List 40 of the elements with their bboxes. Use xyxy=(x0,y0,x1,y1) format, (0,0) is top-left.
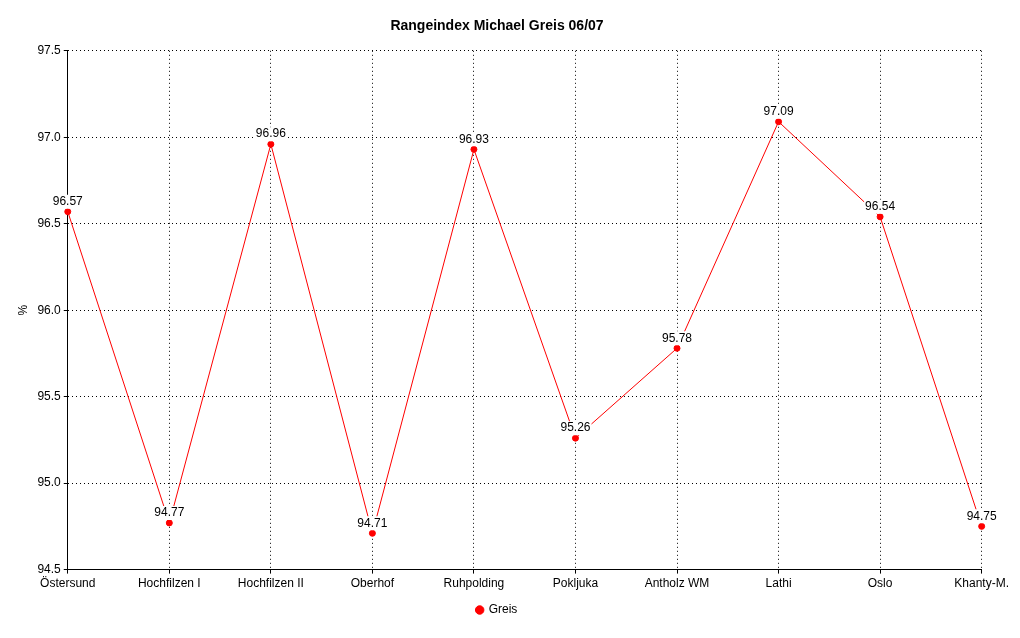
data-label: 94.75 xyxy=(966,508,997,523)
point xyxy=(673,344,681,352)
data-label: 96.96 xyxy=(255,126,287,141)
data-label: 97.09 xyxy=(763,104,794,119)
data-label: 96.93 xyxy=(458,131,490,146)
y-tick-label: 95.0 xyxy=(37,475,62,490)
y-tick-label: 95.5 xyxy=(37,388,62,403)
y-tick-label: 96.0 xyxy=(37,302,62,317)
data-label: 95.78 xyxy=(662,330,693,345)
x-tick-label: Lathi xyxy=(765,576,792,591)
data-label: 94.71 xyxy=(357,515,388,530)
point xyxy=(165,519,173,527)
point xyxy=(978,522,986,530)
point xyxy=(876,213,884,221)
y-axis-title: % xyxy=(15,304,30,316)
point xyxy=(267,140,275,148)
x-tick-label: Ruhpolding xyxy=(443,576,505,591)
point xyxy=(64,208,72,216)
data-label: 95.26 xyxy=(560,420,591,435)
point xyxy=(368,529,376,537)
point xyxy=(571,434,579,442)
x-tick-label: Oslo xyxy=(867,576,893,591)
x-tick-label: Khanty-M. xyxy=(954,576,1009,591)
x-tick-label: Oberhof xyxy=(350,576,395,591)
data-label: 94.77 xyxy=(154,505,185,520)
data-label: 96.57 xyxy=(52,193,84,208)
x-tick-label: Antholz WM xyxy=(644,576,710,591)
chart-title: Rangeindex Michael Greis 06/07 xyxy=(390,17,604,34)
y-tick-label: 94.5 xyxy=(37,561,62,576)
data-label: 96.54 xyxy=(865,199,896,214)
x-tick-label: Pokljuka xyxy=(552,576,599,591)
x-tick-label: Östersund xyxy=(40,576,96,591)
legend-label: Greis xyxy=(488,602,518,617)
x-tick-label: Hochfilzen I xyxy=(137,576,201,591)
point xyxy=(470,145,478,153)
x-tick-label: Hochfilzen II xyxy=(237,576,304,591)
y-tick-label: 96.5 xyxy=(37,216,62,231)
y-tick-label: 97.0 xyxy=(37,129,62,144)
point xyxy=(775,118,783,126)
y-tick-label: 97.5 xyxy=(37,43,62,58)
